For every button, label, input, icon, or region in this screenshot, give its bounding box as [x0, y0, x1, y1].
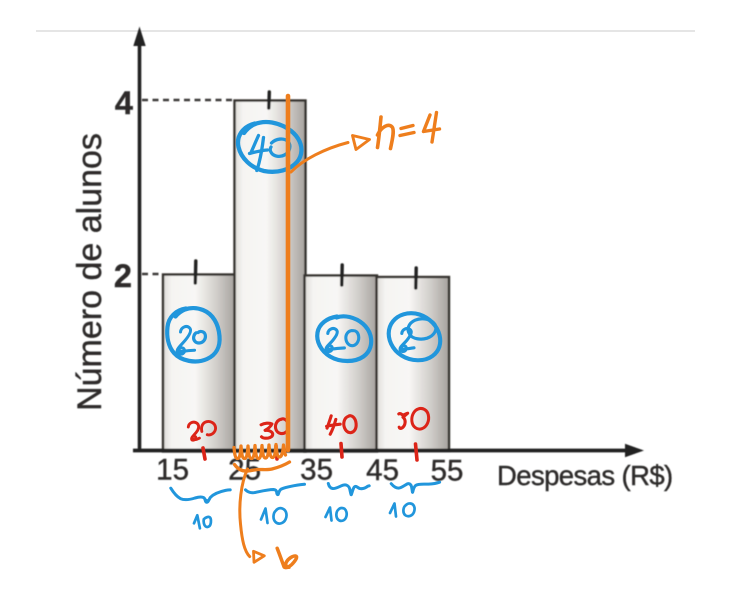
- svg-text:Número de alunos: Número de alunos: [71, 133, 109, 411]
- svg-text:4: 4: [115, 85, 133, 121]
- svg-text:2: 2: [114, 258, 132, 294]
- svg-text:35: 35: [300, 454, 333, 487]
- svg-text:45: 45: [366, 454, 399, 487]
- svg-text:15: 15: [156, 454, 189, 487]
- svg-text:Despesas (R$): Despesas (R$): [497, 460, 673, 491]
